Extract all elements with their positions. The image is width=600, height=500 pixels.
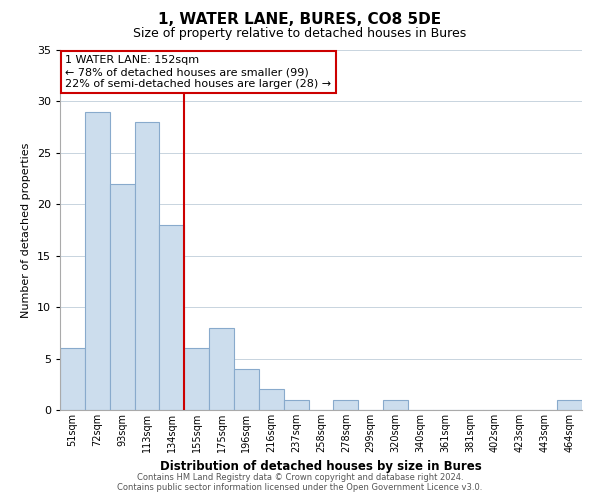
- Bar: [85, 112, 110, 410]
- Bar: [134, 122, 160, 410]
- X-axis label: Distribution of detached houses by size in Bures: Distribution of detached houses by size …: [160, 460, 482, 473]
- Bar: [60, 348, 85, 410]
- Text: 1, WATER LANE, BURES, CO8 5DE: 1, WATER LANE, BURES, CO8 5DE: [158, 12, 442, 28]
- Bar: [557, 400, 582, 410]
- Text: 1 WATER LANE: 152sqm
← 78% of detached houses are smaller (99)
22% of semi-detac: 1 WATER LANE: 152sqm ← 78% of detached h…: [65, 56, 331, 88]
- Bar: [383, 400, 408, 410]
- Bar: [259, 390, 284, 410]
- Bar: [110, 184, 134, 410]
- Bar: [160, 225, 184, 410]
- Bar: [209, 328, 234, 410]
- Y-axis label: Number of detached properties: Number of detached properties: [21, 142, 31, 318]
- Text: Size of property relative to detached houses in Bures: Size of property relative to detached ho…: [133, 28, 467, 40]
- Bar: [234, 369, 259, 410]
- Bar: [334, 400, 358, 410]
- Text: Contains HM Land Registry data © Crown copyright and database right 2024.
Contai: Contains HM Land Registry data © Crown c…: [118, 473, 482, 492]
- Bar: [184, 348, 209, 410]
- Bar: [284, 400, 308, 410]
